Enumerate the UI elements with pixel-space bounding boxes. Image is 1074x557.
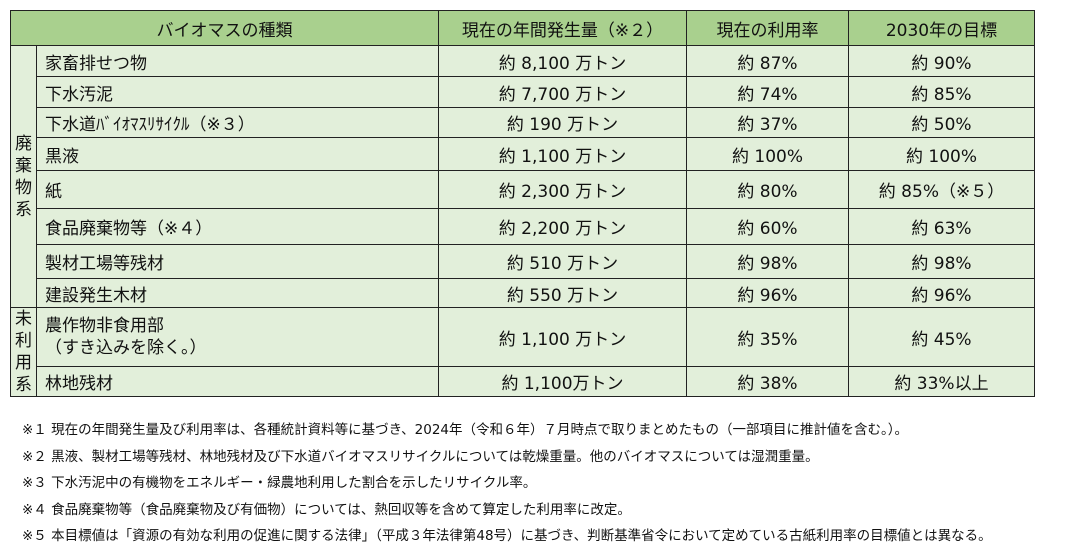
- row-name: 建設発生木材: [36, 278, 439, 308]
- footnote: ※５ 本目標値は「資源の有効な利用の促進に関する法律」（平成３年法律第48号）に…: [22, 528, 992, 544]
- row-rate: 約 35%: [686, 306, 849, 368]
- row-rate: 約 37%: [686, 107, 849, 138]
- footnote: ※３ 下水汚泥中の有機物をエネルギー・緑農地利用した割合を示したリサイクル率。: [22, 475, 537, 491]
- header-target: 2030年の目標: [848, 10, 1035, 46]
- table-row: 未利用系 農作物非食用部 （すき込みを除く。） 約 1,100 万トン 約 35…: [10, 306, 1035, 397]
- row-name: 下水汚泥: [36, 76, 439, 108]
- row-name: 農作物非食用部 （すき込みを除く。）: [36, 306, 439, 368]
- group-label-waste: 廃棄物系: [10, 45, 37, 308]
- table-row: 下水汚泥 約 7,700 万トン 約 74% 約 85%: [11, 76, 1035, 108]
- row-rate: 約 98%: [686, 244, 849, 279]
- row-name: 家畜排せつ物: [36, 45, 439, 77]
- table-row: 下水道ﾊﾞｲｵﾏｽﾘｻｲｸﾙ（※３） 約 190 万トン 約 37% 約 50%: [11, 107, 1035, 138]
- row-target: 約 45%: [848, 306, 1035, 368]
- row-name-line1: 農作物非食用部: [45, 316, 164, 337]
- row-generation: 約 8,100 万トン: [438, 45, 687, 77]
- row-rate: 約 100%: [686, 137, 849, 171]
- row-name: 林地残材: [36, 366, 439, 397]
- group-label-unused: 未利用系: [10, 307, 37, 397]
- footnotes: ※１ 現在の年間発生量及び利用率は、各種統計資料等に基づき、2024年（令和６年…: [22, 417, 992, 550]
- table-header-row: バイオマスの種類 現在の年間発生量（※２） 現在の利用率 2030年の目標: [10, 10, 1035, 46]
- row-target: 約 33%以上: [848, 366, 1035, 397]
- table-row: 紙 約 2,300 万トン 約 80% 約 85%（※５）: [11, 170, 1035, 209]
- table-row: 黒液 約 1,100 万トン 約 100% 約 100%: [11, 137, 1035, 171]
- row-generation: 約 2,200 万トン: [438, 208, 687, 245]
- table-row: 製材工場等残材 約 510 万トン 約 98% 約 98%: [11, 244, 1035, 279]
- header-generation: 現在の年間発生量（※２）: [438, 10, 687, 46]
- biomass-table: バイオマスの種類 現在の年間発生量（※２） 現在の利用率 2030年の目標 廃棄…: [10, 10, 1035, 397]
- footnote: ※２ 黒液、製材工場等残材、林地残材及び下水道バイオマスリサイクルについては乾燥…: [22, 448, 819, 465]
- table-row: 廃棄物系 家畜排せつ物 約 8,100 万トン 約 87% 約 90%: [10, 45, 1035, 308]
- row-target: 約 63%: [848, 208, 1035, 245]
- row-name: 下水道ﾊﾞｲｵﾏｽﾘｻｲｸﾙ（※３）: [36, 107, 439, 138]
- row-generation: 約 1,100万トン: [438, 366, 687, 397]
- row-name: 製材工場等残材: [36, 244, 439, 279]
- row-rate: 約 87%: [686, 45, 849, 77]
- header-type: バイオマスの種類: [10, 10, 439, 46]
- row-name-line2: （すき込みを除く。）: [45, 338, 207, 359]
- row-name: 紙: [36, 170, 439, 209]
- table-row: 食品廃棄物等（※４） 約 2,200 万トン 約 60% 約 63%: [11, 208, 1035, 245]
- row-target: 約 98%: [848, 244, 1035, 279]
- row-generation: 約 550 万トン: [438, 278, 687, 308]
- row-generation: 約 1,100 万トン: [438, 306, 687, 368]
- row-target: 約 90%: [848, 45, 1035, 77]
- footnote: ※１ 現在の年間発生量及び利用率は、各種統計資料等に基づき、2024年（令和６年…: [22, 422, 909, 438]
- row-generation: 約 510 万トン: [438, 244, 687, 279]
- table-row: 林地残材 約 1,100万トン 約 38% 約 33%以上: [11, 366, 1035, 397]
- row-rate: 約 74%: [686, 76, 849, 108]
- footnote: ※４ 食品廃棄物等（食品廃棄物及び有価物）については、熱回収等を含めて算定した利…: [22, 501, 631, 518]
- row-generation: 約 1,100 万トン: [438, 137, 687, 171]
- header-rate: 現在の利用率: [686, 10, 849, 46]
- row-name: 黒液: [36, 137, 439, 171]
- row-generation: 約 190 万トン: [438, 107, 687, 138]
- row-rate: 約 60%: [686, 208, 849, 245]
- row-name: 食品廃棄物等（※４）: [36, 208, 439, 245]
- row-rate: 約 96%: [686, 278, 849, 308]
- row-generation: 約 2,300 万トン: [438, 170, 687, 209]
- row-rate: 約 80%: [686, 170, 849, 209]
- row-target: 約 100%: [848, 137, 1035, 171]
- row-target: 約 85%（※５）: [848, 170, 1035, 209]
- row-target: 約 96%: [848, 278, 1035, 308]
- table-row: 建設発生木材 約 550 万トン 約 96% 約 96%: [11, 278, 1035, 308]
- row-target: 約 50%: [848, 107, 1035, 138]
- row-rate: 約 38%: [686, 366, 849, 397]
- row-target: 約 85%: [848, 76, 1035, 108]
- row-generation: 約 7,700 万トン: [438, 76, 687, 108]
